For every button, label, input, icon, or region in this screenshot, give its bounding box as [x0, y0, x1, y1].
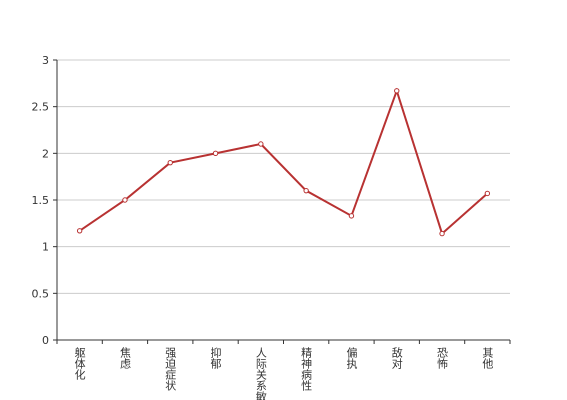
x-tick-label: 人际关系敏感 — [254, 347, 267, 400]
x-tick-label: 强迫症状 — [164, 347, 177, 391]
point — [122, 197, 128, 203]
line — [79, 87, 489, 236]
y-tick-label: 3 — [42, 54, 49, 67]
point — [258, 141, 264, 147]
x-tick-label: 其他 — [481, 347, 494, 369]
y-tick-label: 1.5 — [32, 194, 50, 207]
x-tick-label: 躯体化 — [73, 347, 86, 381]
point — [76, 228, 83, 234]
y-tick-label: 2 — [42, 147, 49, 160]
point — [303, 187, 309, 194]
x-tick-label: 偏执 — [345, 346, 358, 370]
x-tick-label: 恐怖 — [436, 347, 449, 369]
x-tick-label: 敌对 — [390, 346, 403, 369]
y-tick-label: 0 — [42, 334, 49, 347]
point — [348, 213, 355, 219]
x-tick-label: 焦虑 — [118, 347, 131, 369]
point — [167, 159, 173, 166]
x-tick-label: 抑郁 — [209, 346, 222, 369]
x-tick-label: 精神病性 — [300, 347, 313, 392]
point — [439, 230, 445, 237]
y-tick-label: 0.5 — [32, 287, 50, 300]
y-tick-label: 1 — [42, 241, 49, 254]
point — [394, 88, 400, 94]
y-tick-label: 2.5 — [32, 101, 50, 114]
point — [212, 150, 219, 157]
point — [484, 190, 491, 197]
